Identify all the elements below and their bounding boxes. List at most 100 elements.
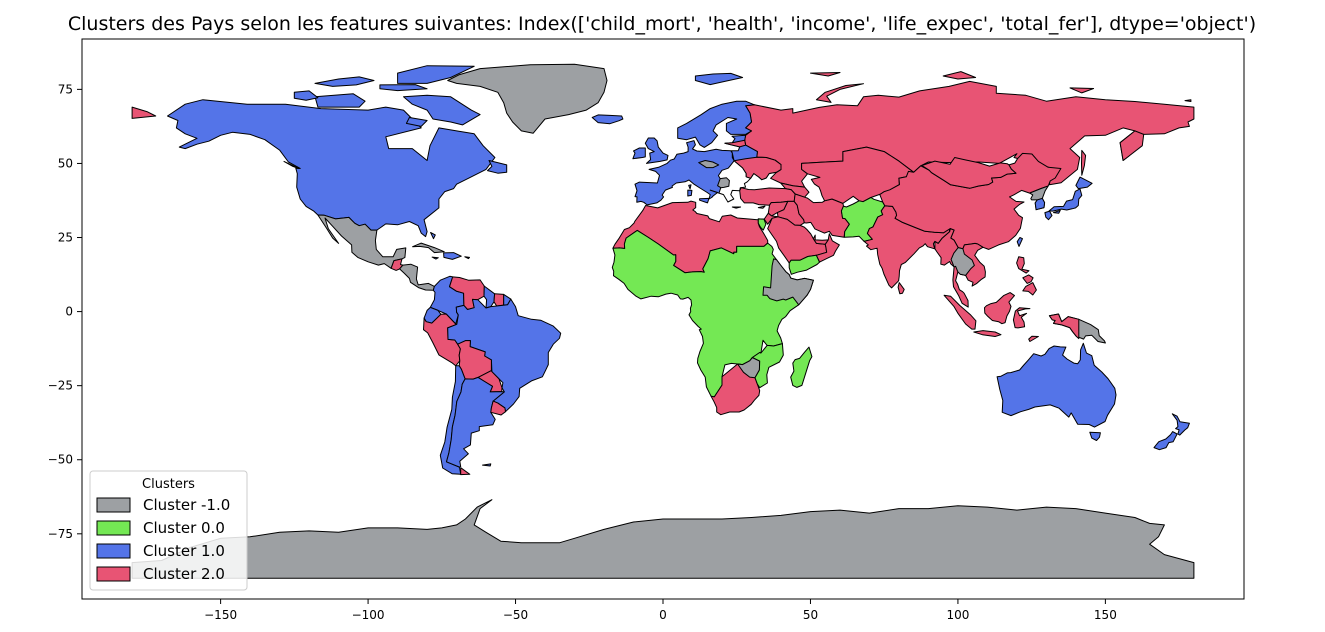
region-greenland xyxy=(447,63,608,134)
region-new-zealand-north xyxy=(1171,413,1190,436)
region-new-siberian-islands xyxy=(1069,87,1095,94)
region-bahamas xyxy=(430,232,436,240)
legend: Clusters Cluster -1.0 Cluster 0.0 Cluster … xyxy=(89,470,248,591)
y-tick-label: −50 xyxy=(48,453,73,467)
region-java xyxy=(973,330,1002,337)
region-mozambique xyxy=(751,343,784,389)
region-wrangel-island xyxy=(1184,99,1192,102)
legend-swatch xyxy=(96,566,131,582)
region-balkans-grey xyxy=(717,177,730,189)
region-antarctica xyxy=(131,499,1195,579)
legend-title: Clusters xyxy=(142,477,195,492)
x-tick-label: 150 xyxy=(1094,608,1117,622)
region-borneo xyxy=(984,292,1015,325)
region-corsica xyxy=(688,184,692,190)
region-sulawesi xyxy=(1012,307,1031,329)
region-severnaya-zemlya xyxy=(942,71,977,80)
region-philippines-mindanao xyxy=(1022,282,1037,296)
region-philippines-luzon xyxy=(1016,256,1030,274)
region-shikoku xyxy=(1053,209,1061,214)
region-north-america xyxy=(167,99,496,238)
legend-label: Cluster 2.0 xyxy=(143,565,225,583)
x-tick-label: −150 xyxy=(204,608,237,622)
region-central-america xyxy=(399,263,435,291)
region-baltic-red xyxy=(724,139,747,148)
region-ellesmere-island xyxy=(397,65,475,84)
legend-swatch xyxy=(96,497,131,513)
region-horn-of-africa-grey xyxy=(762,258,814,306)
region-cuba xyxy=(412,242,445,254)
country-polygons xyxy=(131,63,1195,579)
region-hokkaido xyxy=(1075,176,1093,190)
region-newfoundland xyxy=(487,160,508,174)
x-tick-label: −100 xyxy=(352,608,385,622)
region-new-guinea-west xyxy=(1048,313,1080,340)
region-sakhalin xyxy=(1081,149,1087,176)
y-tick-label: 0 xyxy=(65,305,73,319)
region-sumatra xyxy=(943,294,977,330)
region-scandinavia xyxy=(677,100,755,148)
region-persian-gulf-states xyxy=(812,234,829,245)
region-mongolia xyxy=(921,157,1017,189)
region-vancouver-island xyxy=(283,160,300,169)
region-kamchatka xyxy=(1119,130,1145,161)
region-svalbard xyxy=(694,72,744,86)
region-ukraine-region-red xyxy=(733,156,782,181)
region-tierra-del-fuego xyxy=(460,467,471,476)
region-cyprus xyxy=(757,205,766,209)
region-sicily xyxy=(699,197,710,204)
legend-label: Cluster 1.0 xyxy=(143,542,225,560)
region-arctic-islands-w xyxy=(314,76,375,87)
x-tick-label: −50 xyxy=(503,608,528,622)
region-new-zealand-south xyxy=(1153,431,1178,451)
region-west-central-africa xyxy=(611,229,814,398)
legend-label: Cluster 0.0 xyxy=(143,519,225,537)
y-axis: 75 50 25 0 −25 −50 −75 xyxy=(48,82,82,541)
region-chukotka-tip xyxy=(131,106,157,119)
region-egypt-sinai-green xyxy=(757,218,767,231)
region-guyana xyxy=(483,285,496,309)
region-japan-honshu xyxy=(1048,188,1083,212)
region-madagascar xyxy=(790,346,813,388)
legend-swatch xyxy=(96,520,131,536)
y-tick-label: 25 xyxy=(58,231,73,245)
region-puerto-rico xyxy=(464,256,470,260)
region-victoria-island xyxy=(314,93,366,108)
region-yemen xyxy=(788,254,821,275)
y-tick-label: 50 xyxy=(58,156,73,170)
region-argentina xyxy=(446,376,505,468)
region-kyushu xyxy=(1044,210,1053,221)
region-taiwan xyxy=(1016,237,1023,247)
region-devon-island xyxy=(379,84,428,92)
region-philippines-visayas xyxy=(1022,274,1034,284)
region-novaya-zemlya xyxy=(815,83,864,103)
y-tick-label: −75 xyxy=(48,527,73,541)
region-baffin-island xyxy=(403,94,481,126)
region-guatemala xyxy=(390,258,404,271)
region-hispaniola xyxy=(443,252,462,260)
y-tick-label: −25 xyxy=(48,379,73,393)
region-ireland xyxy=(632,147,646,160)
region-australia xyxy=(996,342,1117,428)
x-tick-label: 50 xyxy=(803,608,818,622)
region-western-europe xyxy=(634,134,782,206)
region-thailand-grey xyxy=(950,247,975,276)
region-great-britain xyxy=(644,137,669,164)
region-suriname xyxy=(493,293,505,307)
y-tick-label: 75 xyxy=(58,82,73,96)
region-tasmania xyxy=(1089,431,1101,441)
x-tick-label: 100 xyxy=(946,608,969,622)
region-south-korea xyxy=(1034,197,1046,211)
region-franz-josef-land xyxy=(810,72,841,77)
x-axis: −150 −100 −50 0 50 100 150 xyxy=(204,599,1117,622)
chart-title: Clusters des Pays selon les features sui… xyxy=(68,13,1256,35)
legend-label: Cluster -1.0 xyxy=(143,496,230,514)
region-falkland-islands xyxy=(482,463,492,467)
region-czechia-grey xyxy=(698,160,720,169)
region-timor xyxy=(1028,335,1039,342)
region-uruguay xyxy=(490,400,506,416)
x-tick-label: 0 xyxy=(659,608,667,622)
region-southampton-island xyxy=(405,117,428,127)
region-sardinia xyxy=(687,189,693,197)
